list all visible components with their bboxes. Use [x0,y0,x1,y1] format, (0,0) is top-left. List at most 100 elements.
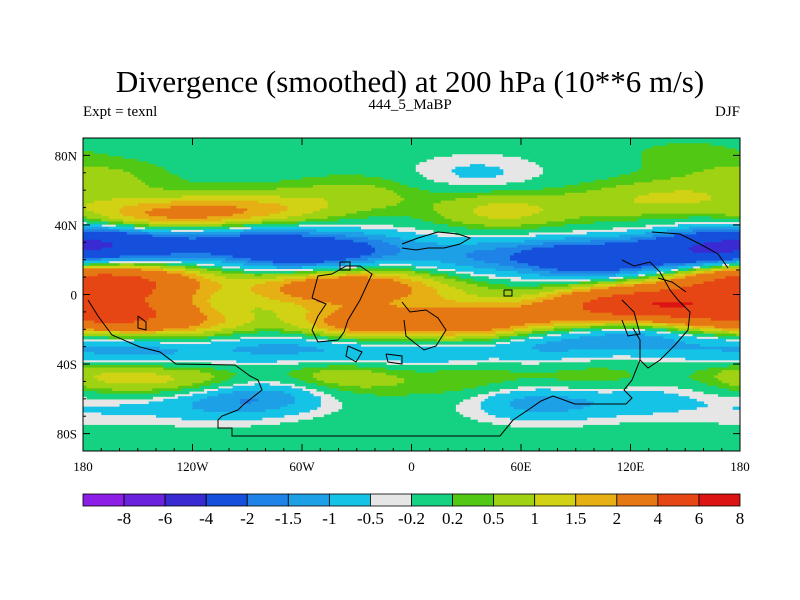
field-cell-685 [305,317,325,322]
field-cell-94 [83,187,164,191]
field-cell-309 [604,242,705,246]
field-cell-433 [316,271,361,275]
field-cell-478 [305,276,340,280]
field-cell-909 [83,380,106,384]
field-cell-753 [280,331,303,335]
field-cell-894 [688,375,716,379]
field-cell-141 [396,203,434,207]
field-cell-581 [466,291,540,296]
field-cell-535 [426,284,449,288]
field-cell-663 [203,312,223,316]
field-cell-369 [83,263,91,267]
field-cell-359 [272,260,325,264]
field-cell-766 [83,333,215,337]
field-cell-821 [236,346,318,350]
divergence-field [83,138,740,451]
field-cell-788 [342,336,445,340]
field-cell-201 [411,216,445,220]
field-cell-835 [298,351,740,356]
field-cell-902 [316,377,405,382]
field-cell-769 [305,333,321,337]
field-cell-717 [316,325,336,330]
y-tick-label-0: 80N [55,148,78,163]
field-cell-825 [177,349,234,353]
field-cell-848 [83,364,164,369]
field-cell-722 [590,325,653,330]
field-cell-355 [83,260,110,264]
field-cell-464 [539,273,617,277]
field-cell-210 [101,218,124,223]
field-cell-267 [309,231,365,236]
field-cell-76 [280,179,394,183]
field-cell-44 [166,169,416,173]
field-cell-456 [261,273,310,277]
field-cell-619 [542,299,591,303]
field-cell-710 [667,323,686,327]
field-cell-202 [444,216,489,220]
field-cell-684 [280,317,307,322]
field-cell-55 [692,171,740,176]
field-cell-313 [371,244,398,249]
field-cell-126 [710,197,740,202]
field-cell-568 [462,289,555,293]
field-cell-889 [232,375,292,379]
field-cell-553 [455,286,489,290]
field-cell-305 [389,242,438,246]
field-cell-252 [688,226,740,230]
field-cell-739 [531,328,555,332]
field-cell-4 [710,143,740,147]
field-cell-476 [225,276,278,280]
field-cell-505 [615,278,628,283]
field-cell-146 [86,205,124,210]
field-cell-524 [623,281,643,285]
field-cell-621 [83,302,150,306]
field-cell-563 [218,289,252,293]
field-cell-593 [440,294,478,298]
colorbar-swatch-15 [698,493,741,507]
field-cell-696 [323,320,551,324]
field-cell-16 [502,153,643,157]
field-cell-744 [677,328,701,332]
field-cell-950 [316,388,340,392]
field-cell-767 [214,333,234,337]
field-cell-381 [499,263,529,267]
colorbar-label-2: -4 [199,509,214,528]
field-cell-419 [641,268,657,272]
field-cell-258 [316,229,398,233]
field-cell-920 [721,380,740,384]
field-cell-772 [444,333,456,337]
field-cell-139 [280,203,329,207]
field-cell-446 [692,271,705,275]
field-cell-445 [677,271,694,275]
field-cell-706 [524,323,555,327]
field-cell-796 [718,336,740,340]
field-cell-776 [528,333,548,337]
field-cell-35 [83,166,110,170]
field-cell-455 [254,273,263,277]
field-cell-396 [473,265,515,270]
field-cell-926 [316,383,340,387]
field-cell-573 [83,291,153,296]
field-cell-226 [261,221,299,225]
y-axis: 80N 40N 0 40S 80S [55,148,740,442]
field-cell-417 [557,268,621,272]
field-cell-1033 [510,417,588,421]
field-cell-360 [323,260,347,264]
field-cell-811 [546,341,686,345]
field-cell-844 [83,362,212,366]
field-cell-881 [385,372,632,376]
field-cell-209 [86,218,102,223]
field-cell-560 [83,289,153,293]
field-cell-222 [108,221,124,225]
field-cell-192 [86,216,110,220]
field-cell-188 [531,213,643,217]
field-cell-434 [360,271,372,275]
field-cell-1036 [619,422,719,426]
field-cell-475 [203,276,226,280]
field-cell-326 [375,250,402,254]
field-cell-1026 [331,411,460,416]
field-cell-21 [641,156,740,160]
field-cell-550 [280,286,413,290]
field-cell-351 [367,257,475,262]
